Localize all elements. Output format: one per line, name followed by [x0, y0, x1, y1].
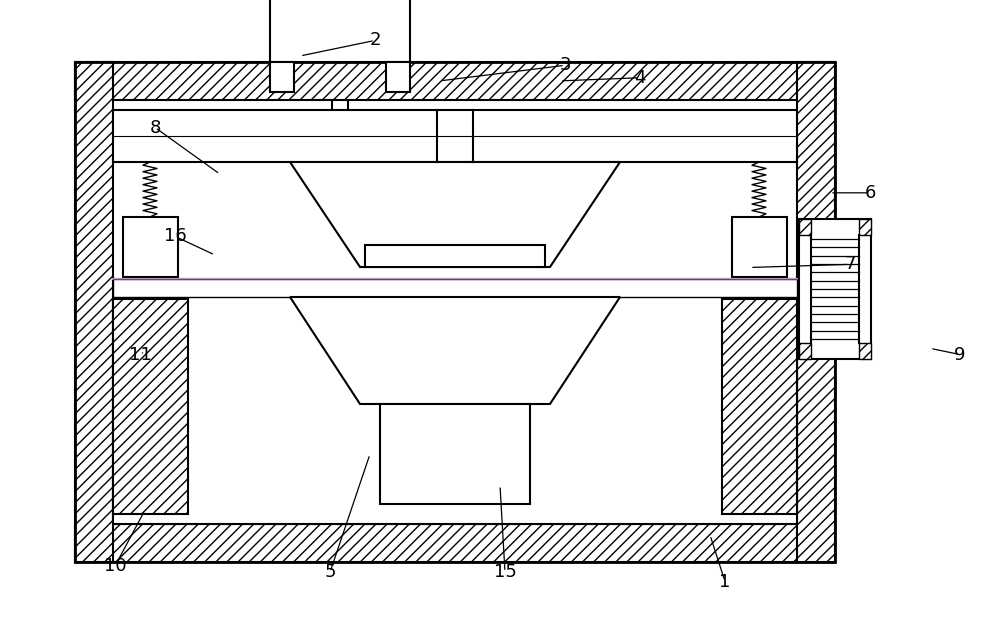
Text: 11: 11 — [129, 346, 151, 363]
Polygon shape — [290, 297, 620, 404]
Text: 3: 3 — [559, 57, 571, 74]
Text: 2: 2 — [369, 32, 381, 49]
Bar — [270, 62, 294, 92]
Text: 9: 9 — [954, 346, 966, 363]
Bar — [75, 62, 113, 562]
Polygon shape — [290, 162, 620, 267]
Bar — [799, 219, 871, 359]
Bar — [113, 110, 797, 162]
Text: 15: 15 — [494, 564, 516, 581]
Bar — [797, 62, 835, 562]
Bar — [380, 404, 530, 504]
Bar — [113, 299, 188, 514]
Bar — [799, 219, 811, 235]
Bar — [270, 0, 410, 62]
Text: 1: 1 — [719, 573, 731, 590]
Bar — [113, 279, 797, 524]
Bar — [799, 343, 811, 359]
Text: 6: 6 — [864, 184, 876, 202]
Text: 5: 5 — [324, 564, 336, 581]
Text: 10: 10 — [104, 557, 126, 575]
Bar — [859, 343, 871, 359]
Text: 8: 8 — [149, 119, 161, 136]
Text: 7: 7 — [844, 256, 856, 273]
Bar — [732, 217, 787, 277]
Bar — [75, 62, 835, 562]
Bar — [859, 219, 871, 235]
Bar — [722, 299, 797, 514]
Bar — [113, 279, 797, 297]
Bar — [75, 62, 835, 100]
Bar — [123, 217, 178, 277]
Text: 4: 4 — [634, 69, 646, 86]
Text: 16: 16 — [164, 228, 186, 245]
Bar — [75, 524, 835, 562]
Bar — [365, 245, 545, 267]
Bar — [386, 62, 410, 92]
